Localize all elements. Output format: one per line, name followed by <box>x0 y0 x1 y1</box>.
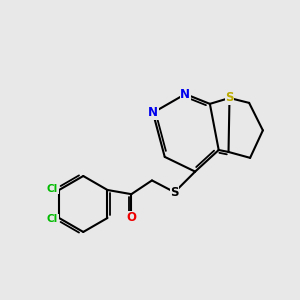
Text: S: S <box>225 92 234 104</box>
Text: N: N <box>180 88 190 100</box>
Text: Cl: Cl <box>47 214 58 224</box>
Text: N: N <box>148 106 158 119</box>
Text: O: O <box>126 211 136 224</box>
Text: Cl: Cl <box>47 184 58 194</box>
Text: S: S <box>170 186 179 199</box>
